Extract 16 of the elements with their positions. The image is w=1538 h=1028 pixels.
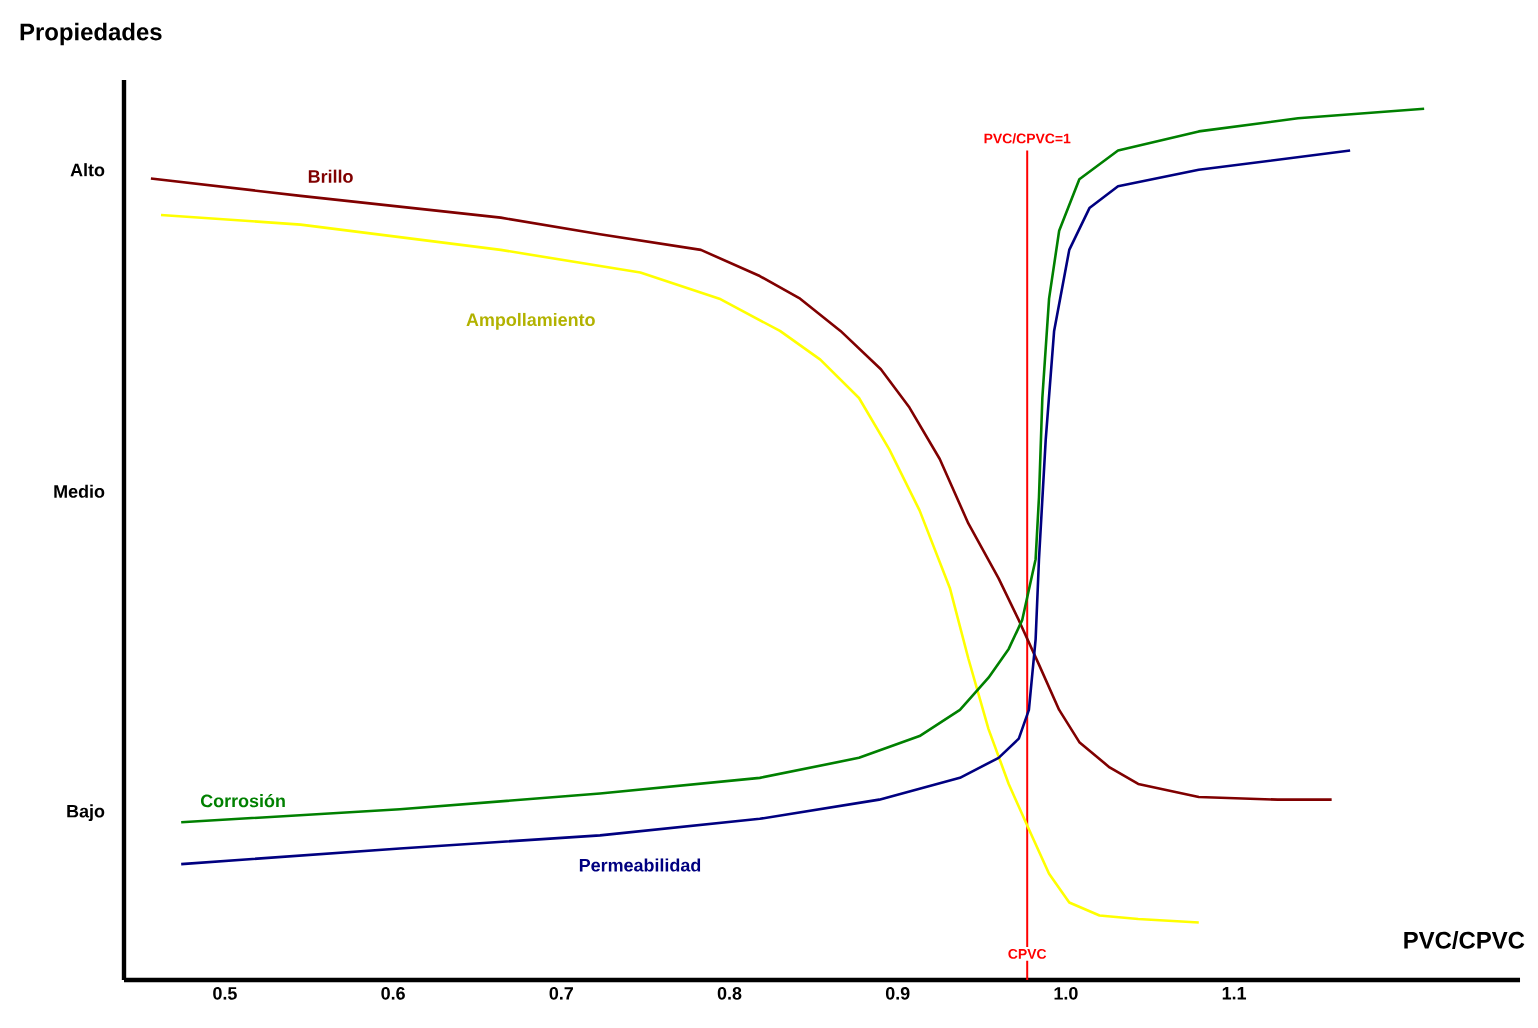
series-label: Brillo xyxy=(308,169,353,183)
x-tick-label: 0.9 xyxy=(885,987,910,1000)
text: Ampollamiento xyxy=(466,312,595,330)
series-label: Corrosión xyxy=(200,793,285,808)
text: Bajo xyxy=(67,804,105,822)
x-tick-label: 1.1 xyxy=(1222,987,1247,1000)
x-tick-label: 0.7 xyxy=(549,987,573,1000)
text: Medio xyxy=(54,484,105,498)
x-tick-label: 1.0 xyxy=(1054,987,1078,1000)
x-tick-label: 0.8 xyxy=(717,987,742,1000)
x-tick-label: 0.6 xyxy=(381,987,405,1000)
text: Alto xyxy=(70,163,105,177)
series-label: Permeabilidad xyxy=(579,858,701,872)
x-tick-label: 0.5 xyxy=(213,987,237,1000)
chart-title: Propiedades xyxy=(20,22,162,46)
x-axis-title: PVC/CPVC xyxy=(1404,931,1525,949)
